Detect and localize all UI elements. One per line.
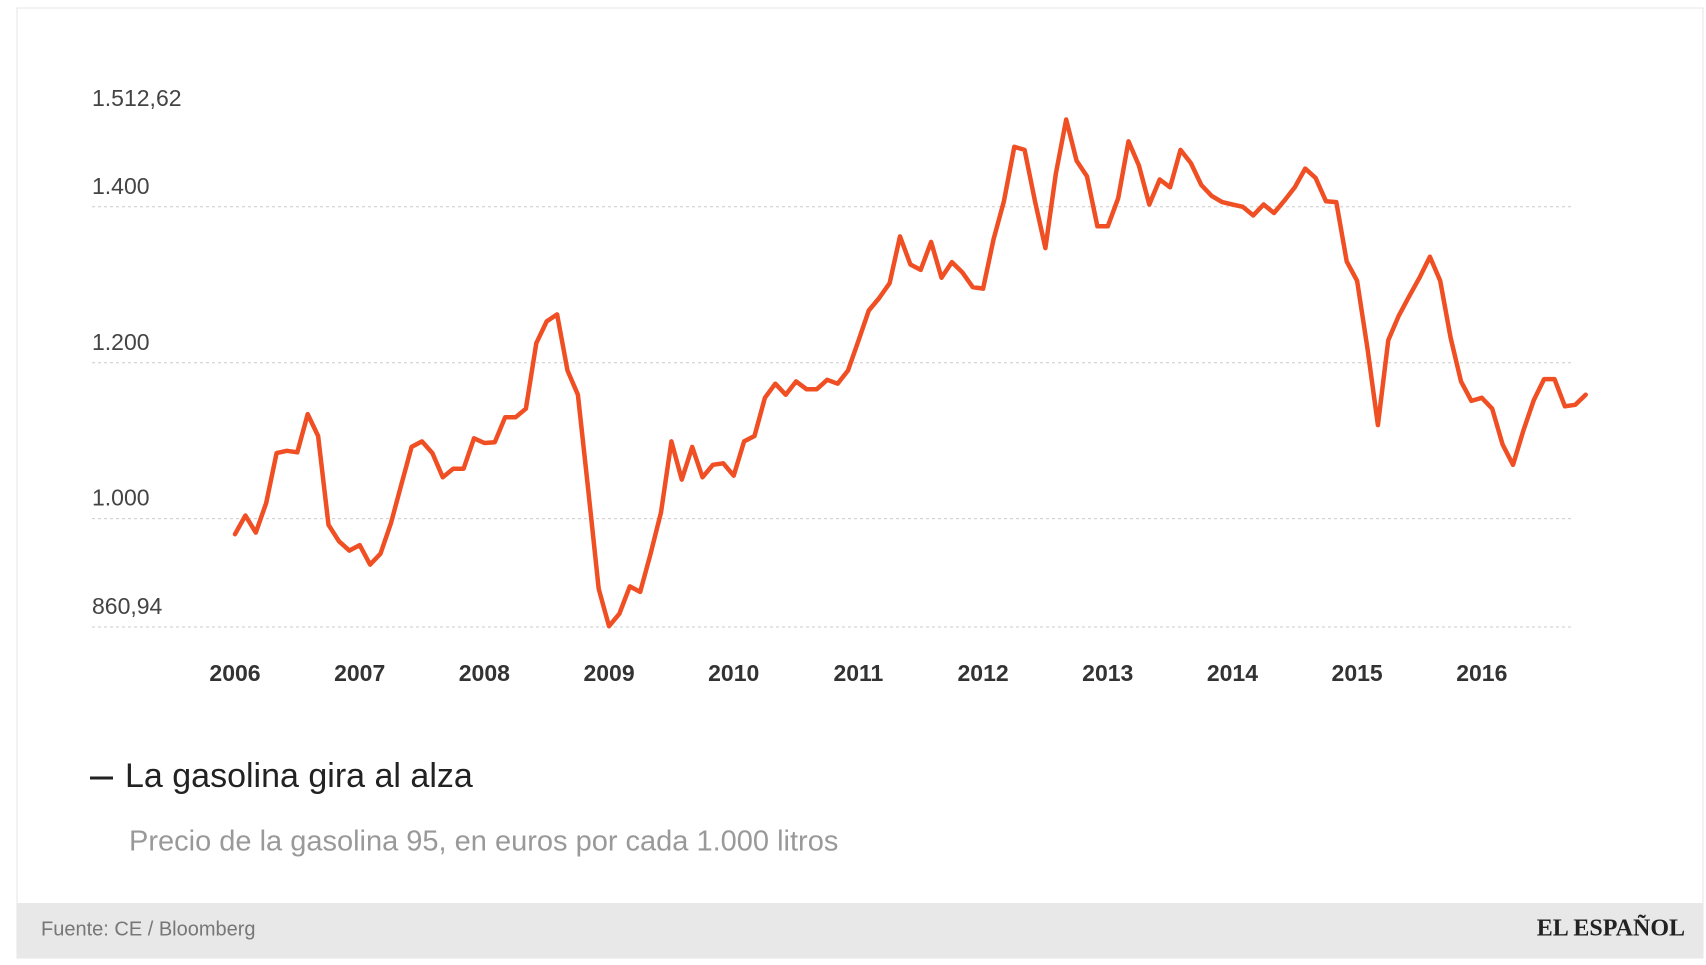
x-tick-label: 2008 bbox=[459, 660, 510, 686]
x-tick-label: 2013 bbox=[1082, 660, 1133, 686]
y-tick-label: 1.512,62 bbox=[92, 85, 182, 111]
y-tick-label: 860,94 bbox=[92, 593, 163, 619]
footer-band bbox=[17, 903, 1703, 958]
y-tick-label: 1.200 bbox=[92, 329, 150, 355]
card bbox=[16, 7, 1704, 959]
x-tick-label: 2006 bbox=[209, 660, 260, 686]
x-tick-label: 2016 bbox=[1456, 660, 1507, 686]
x-tick-label: 2015 bbox=[1332, 660, 1383, 686]
chart-subtitle: Precio de la gasolina 95, en euros por c… bbox=[129, 826, 838, 858]
x-tick-label: 2012 bbox=[957, 660, 1008, 686]
x-tick-label: 2010 bbox=[708, 660, 759, 686]
x-tick-label: 2011 bbox=[833, 660, 883, 686]
source: Fuente: CE / Bloomberg bbox=[41, 918, 256, 940]
chart-title: La gasolina gira al alza bbox=[125, 757, 473, 795]
y-tick-label: 1.400 bbox=[92, 173, 150, 199]
x-tick-label: 2009 bbox=[583, 660, 634, 686]
y-tick-label: 1.000 bbox=[92, 485, 150, 511]
x-tick-label: 2007 bbox=[334, 660, 385, 686]
brand: EL ESPAÑOL bbox=[1537, 916, 1685, 942]
price-line bbox=[232, 117, 1588, 629]
x-tick-label: 2014 bbox=[1207, 660, 1258, 686]
